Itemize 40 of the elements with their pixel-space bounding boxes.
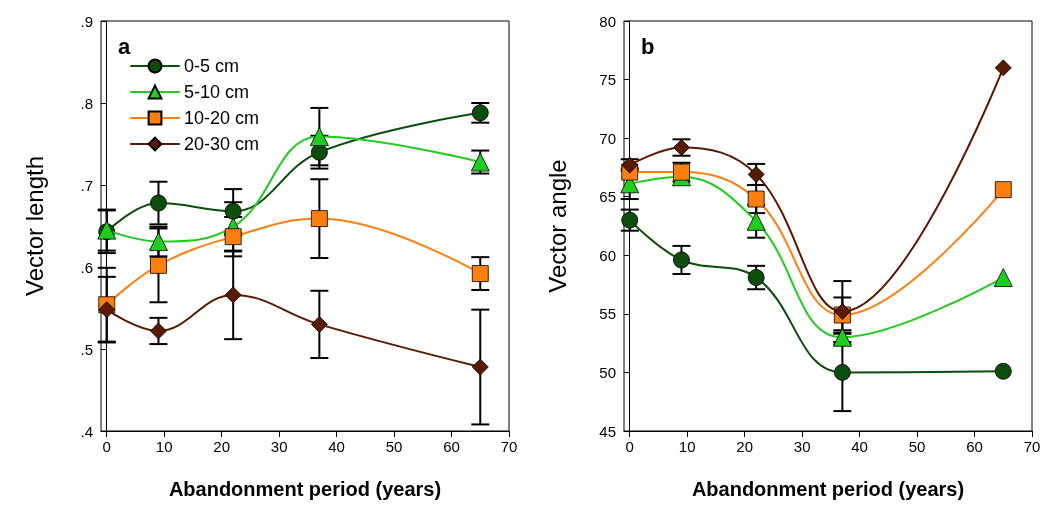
y-tick-label: .8: [80, 94, 93, 112]
y-tick-label: .5: [80, 340, 93, 358]
y-tick-label: 45: [599, 422, 616, 440]
x-tick-label: 50: [385, 438, 403, 455]
x-axis-title: Abandonment period (years): [168, 478, 442, 500]
legend-label: 20-30 cm: [184, 134, 260, 154]
x-tick-label: 0: [102, 438, 111, 455]
x-tick-label: 60: [966, 438, 983, 455]
text: a: [118, 33, 131, 59]
y-tick-label: .6: [80, 258, 93, 276]
legend-label: 0-5 cm: [184, 56, 240, 76]
y-tick-label: .4: [80, 422, 93, 440]
x-tick-label: 20: [736, 438, 754, 455]
y-tick-label: 70: [599, 129, 616, 147]
x-tick-label: 30: [793, 438, 811, 455]
x-tick-label: 0: [625, 438, 634, 455]
x-tick-label: 10: [155, 438, 173, 455]
y-tick-label: 60: [599, 246, 616, 264]
x-tick-label: 70: [1023, 438, 1041, 455]
y-tick-label: .9: [80, 12, 93, 30]
text: b: [641, 33, 655, 59]
y-tick-label: .7: [80, 176, 93, 194]
y-tick-label: 50: [599, 363, 616, 381]
x-tick-label: 40: [851, 438, 868, 455]
x-axis-title: Abandonment period (years): [691, 478, 965, 500]
legend-label: 10-20 cm: [184, 108, 260, 128]
y-tick-label: 75: [599, 71, 616, 89]
x-tick-label: 40: [328, 438, 345, 455]
x-tick-label: 50: [908, 438, 926, 455]
y-axis-title: Vector length: [20, 155, 48, 297]
x-tick-label: 20: [213, 438, 231, 455]
legend-label: 5-10 cm: [184, 82, 250, 102]
y-tick-label: 65: [599, 188, 616, 206]
y-tick-label: 55: [599, 305, 616, 323]
x-tick-label: 10: [678, 438, 696, 455]
x-tick-label: 30: [270, 438, 288, 455]
x-tick-label: 70: [500, 438, 518, 455]
y-tick-label: 80: [599, 12, 616, 30]
y-axis-title: Vector angle: [543, 159, 571, 293]
x-tick-label: 60: [443, 438, 460, 455]
